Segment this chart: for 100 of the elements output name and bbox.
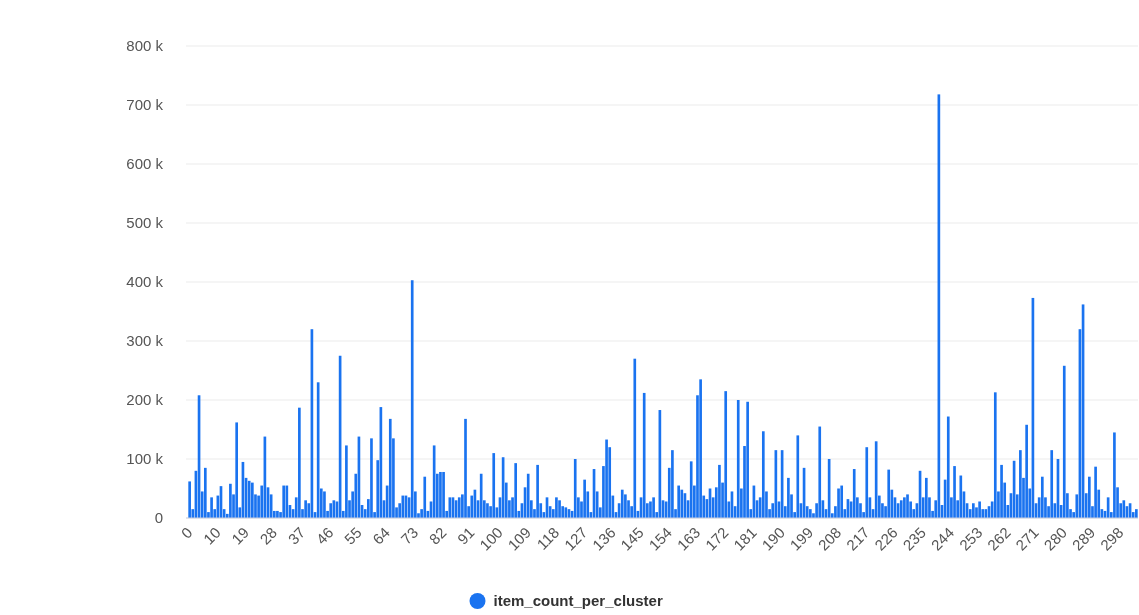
bar xyxy=(953,466,956,518)
bar xyxy=(809,509,812,518)
bar xyxy=(946,416,950,518)
y-tick-label: 800 k xyxy=(126,37,164,55)
y-tick-label: 500 k xyxy=(126,214,164,232)
x-tick-label: 0 xyxy=(177,523,196,542)
bar xyxy=(620,489,624,518)
bar xyxy=(903,497,906,518)
bar xyxy=(906,494,909,518)
bar xyxy=(624,494,627,518)
bar xyxy=(887,469,891,518)
bar xyxy=(724,391,728,518)
bar xyxy=(514,463,517,518)
legend-label: item_count_per_cluster xyxy=(493,592,663,610)
bar xyxy=(633,358,637,518)
x-tick-label: 226 xyxy=(871,523,901,554)
bar xyxy=(761,431,765,518)
bar xyxy=(852,469,856,518)
x-tick-label: 136 xyxy=(588,523,619,554)
bar xyxy=(573,459,577,518)
bar xyxy=(203,467,207,518)
bar xyxy=(1062,365,1066,518)
x-tick-label: 181 xyxy=(730,523,760,554)
x-tick-label: 109 xyxy=(504,523,535,554)
x-tick-label: 28 xyxy=(256,523,281,548)
bar xyxy=(1122,500,1126,518)
x-tick-label: 163 xyxy=(673,523,704,554)
bar xyxy=(924,477,928,518)
bar xyxy=(787,477,790,518)
bar xyxy=(285,485,289,518)
bar xyxy=(689,461,693,518)
x-tick-label: 145 xyxy=(617,523,647,554)
bar xyxy=(959,475,963,518)
y-tick-label: 300 k xyxy=(126,332,164,350)
bar xyxy=(526,473,530,518)
x-tick-label: 298 xyxy=(1096,523,1127,554)
x-tick-label: 37 xyxy=(284,523,309,548)
bar xyxy=(229,483,232,518)
bar xyxy=(555,497,558,518)
bar xyxy=(210,497,213,518)
bar xyxy=(323,491,326,518)
x-tick-label: 253 xyxy=(955,523,986,554)
bar xyxy=(492,453,496,518)
bar xyxy=(298,407,301,518)
bar xyxy=(1025,424,1028,518)
x-tick-label: 19 xyxy=(228,523,252,548)
x-tick-label: 208 xyxy=(814,523,845,554)
bar xyxy=(276,510,279,518)
y-tick-label: 600 k xyxy=(126,155,164,173)
bar xyxy=(1019,450,1022,518)
bar xyxy=(1135,509,1138,518)
y-tick-label: 0 xyxy=(154,509,163,527)
x-tick-label: 244 xyxy=(927,523,958,554)
x-tick-label: 271 xyxy=(1012,523,1042,554)
bar xyxy=(388,418,392,518)
x-tick-label: 199 xyxy=(786,523,817,554)
bar xyxy=(1000,464,1003,518)
x-tick-label: 10 xyxy=(199,523,224,548)
x-tick-label: 280 xyxy=(1040,523,1071,554)
x-tick-label: 172 xyxy=(701,523,732,554)
bar xyxy=(649,501,652,518)
bar xyxy=(316,382,320,518)
bar xyxy=(1040,476,1044,518)
bar xyxy=(1050,450,1054,518)
bar xyxy=(464,418,467,518)
bar xyxy=(423,476,427,518)
bar xyxy=(410,280,414,518)
bar xyxy=(370,438,373,518)
bar xyxy=(746,401,749,518)
x-tick-label: 46 xyxy=(312,523,337,548)
y-tick-label: 700 k xyxy=(126,96,164,114)
x-tick-label: 55 xyxy=(340,523,365,548)
bar xyxy=(439,471,442,518)
bar xyxy=(235,422,238,518)
bar xyxy=(1088,476,1091,518)
bar xyxy=(442,471,445,518)
bar xyxy=(972,503,975,518)
y-tick-label: 400 k xyxy=(126,273,164,291)
bar xyxy=(840,485,844,518)
bar xyxy=(1113,432,1116,518)
bar xyxy=(251,482,254,518)
bar xyxy=(282,485,286,518)
bar xyxy=(486,503,489,518)
bar xyxy=(583,479,586,518)
bar xyxy=(304,500,307,518)
x-tick-label: 262 xyxy=(983,523,1014,554)
x-tick-label: 154 xyxy=(645,523,676,554)
x-tick-label: 100 xyxy=(476,523,506,554)
x-tick-label: 217 xyxy=(842,523,873,554)
bar xyxy=(818,426,822,518)
y-tick-label: 100 k xyxy=(126,450,164,468)
bar xyxy=(796,435,800,518)
bar xyxy=(536,464,539,518)
x-tick-label: 190 xyxy=(758,523,788,554)
bar xyxy=(345,445,348,518)
bar xyxy=(652,497,655,518)
bar xyxy=(671,450,674,518)
bar xyxy=(680,489,684,518)
bar xyxy=(1094,466,1097,518)
bar xyxy=(479,473,483,518)
